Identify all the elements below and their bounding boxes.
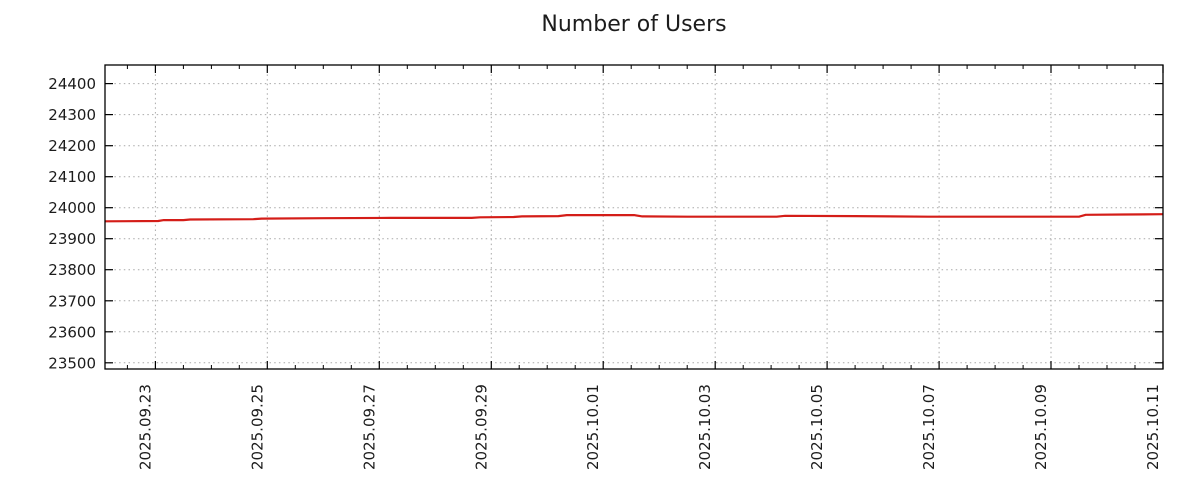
y-tick-label: 23900: [48, 230, 96, 248]
x-tick-label: 2025.09.25: [248, 384, 266, 470]
x-tick-label: 2025.10.07: [920, 384, 938, 470]
series-line: [104, 213, 1164, 223]
y-tick-label: 24400: [48, 75, 96, 93]
x-tick-label: 2025.09.23: [136, 384, 154, 470]
y-tick-label: 24300: [48, 106, 96, 124]
plot-frame: [104, 64, 1164, 370]
y-tick-label: 23600: [48, 323, 96, 341]
y-tick-label: 23700: [48, 292, 96, 310]
x-tick-label: 2025.09.27: [360, 384, 378, 470]
x-tick-label: 2025.09.29: [472, 384, 490, 470]
x-tick-label: 2025.10.09: [1032, 384, 1050, 470]
x-tick-label: 2025.10.11: [1144, 384, 1162, 470]
x-tick-label: 2025.10.01: [584, 384, 602, 470]
x-tick-label: 2025.10.03: [696, 384, 714, 470]
x-tick-label: 2025.10.05: [808, 384, 826, 470]
chart-title: Number of Users: [541, 12, 726, 37]
y-tick-label: 24200: [48, 137, 96, 155]
y-tick-label: 24000: [48, 199, 96, 217]
y-tick-label: 24100: [48, 168, 96, 186]
y-tick-label: 23500: [48, 354, 96, 372]
y-tick-label: 23800: [48, 261, 96, 279]
